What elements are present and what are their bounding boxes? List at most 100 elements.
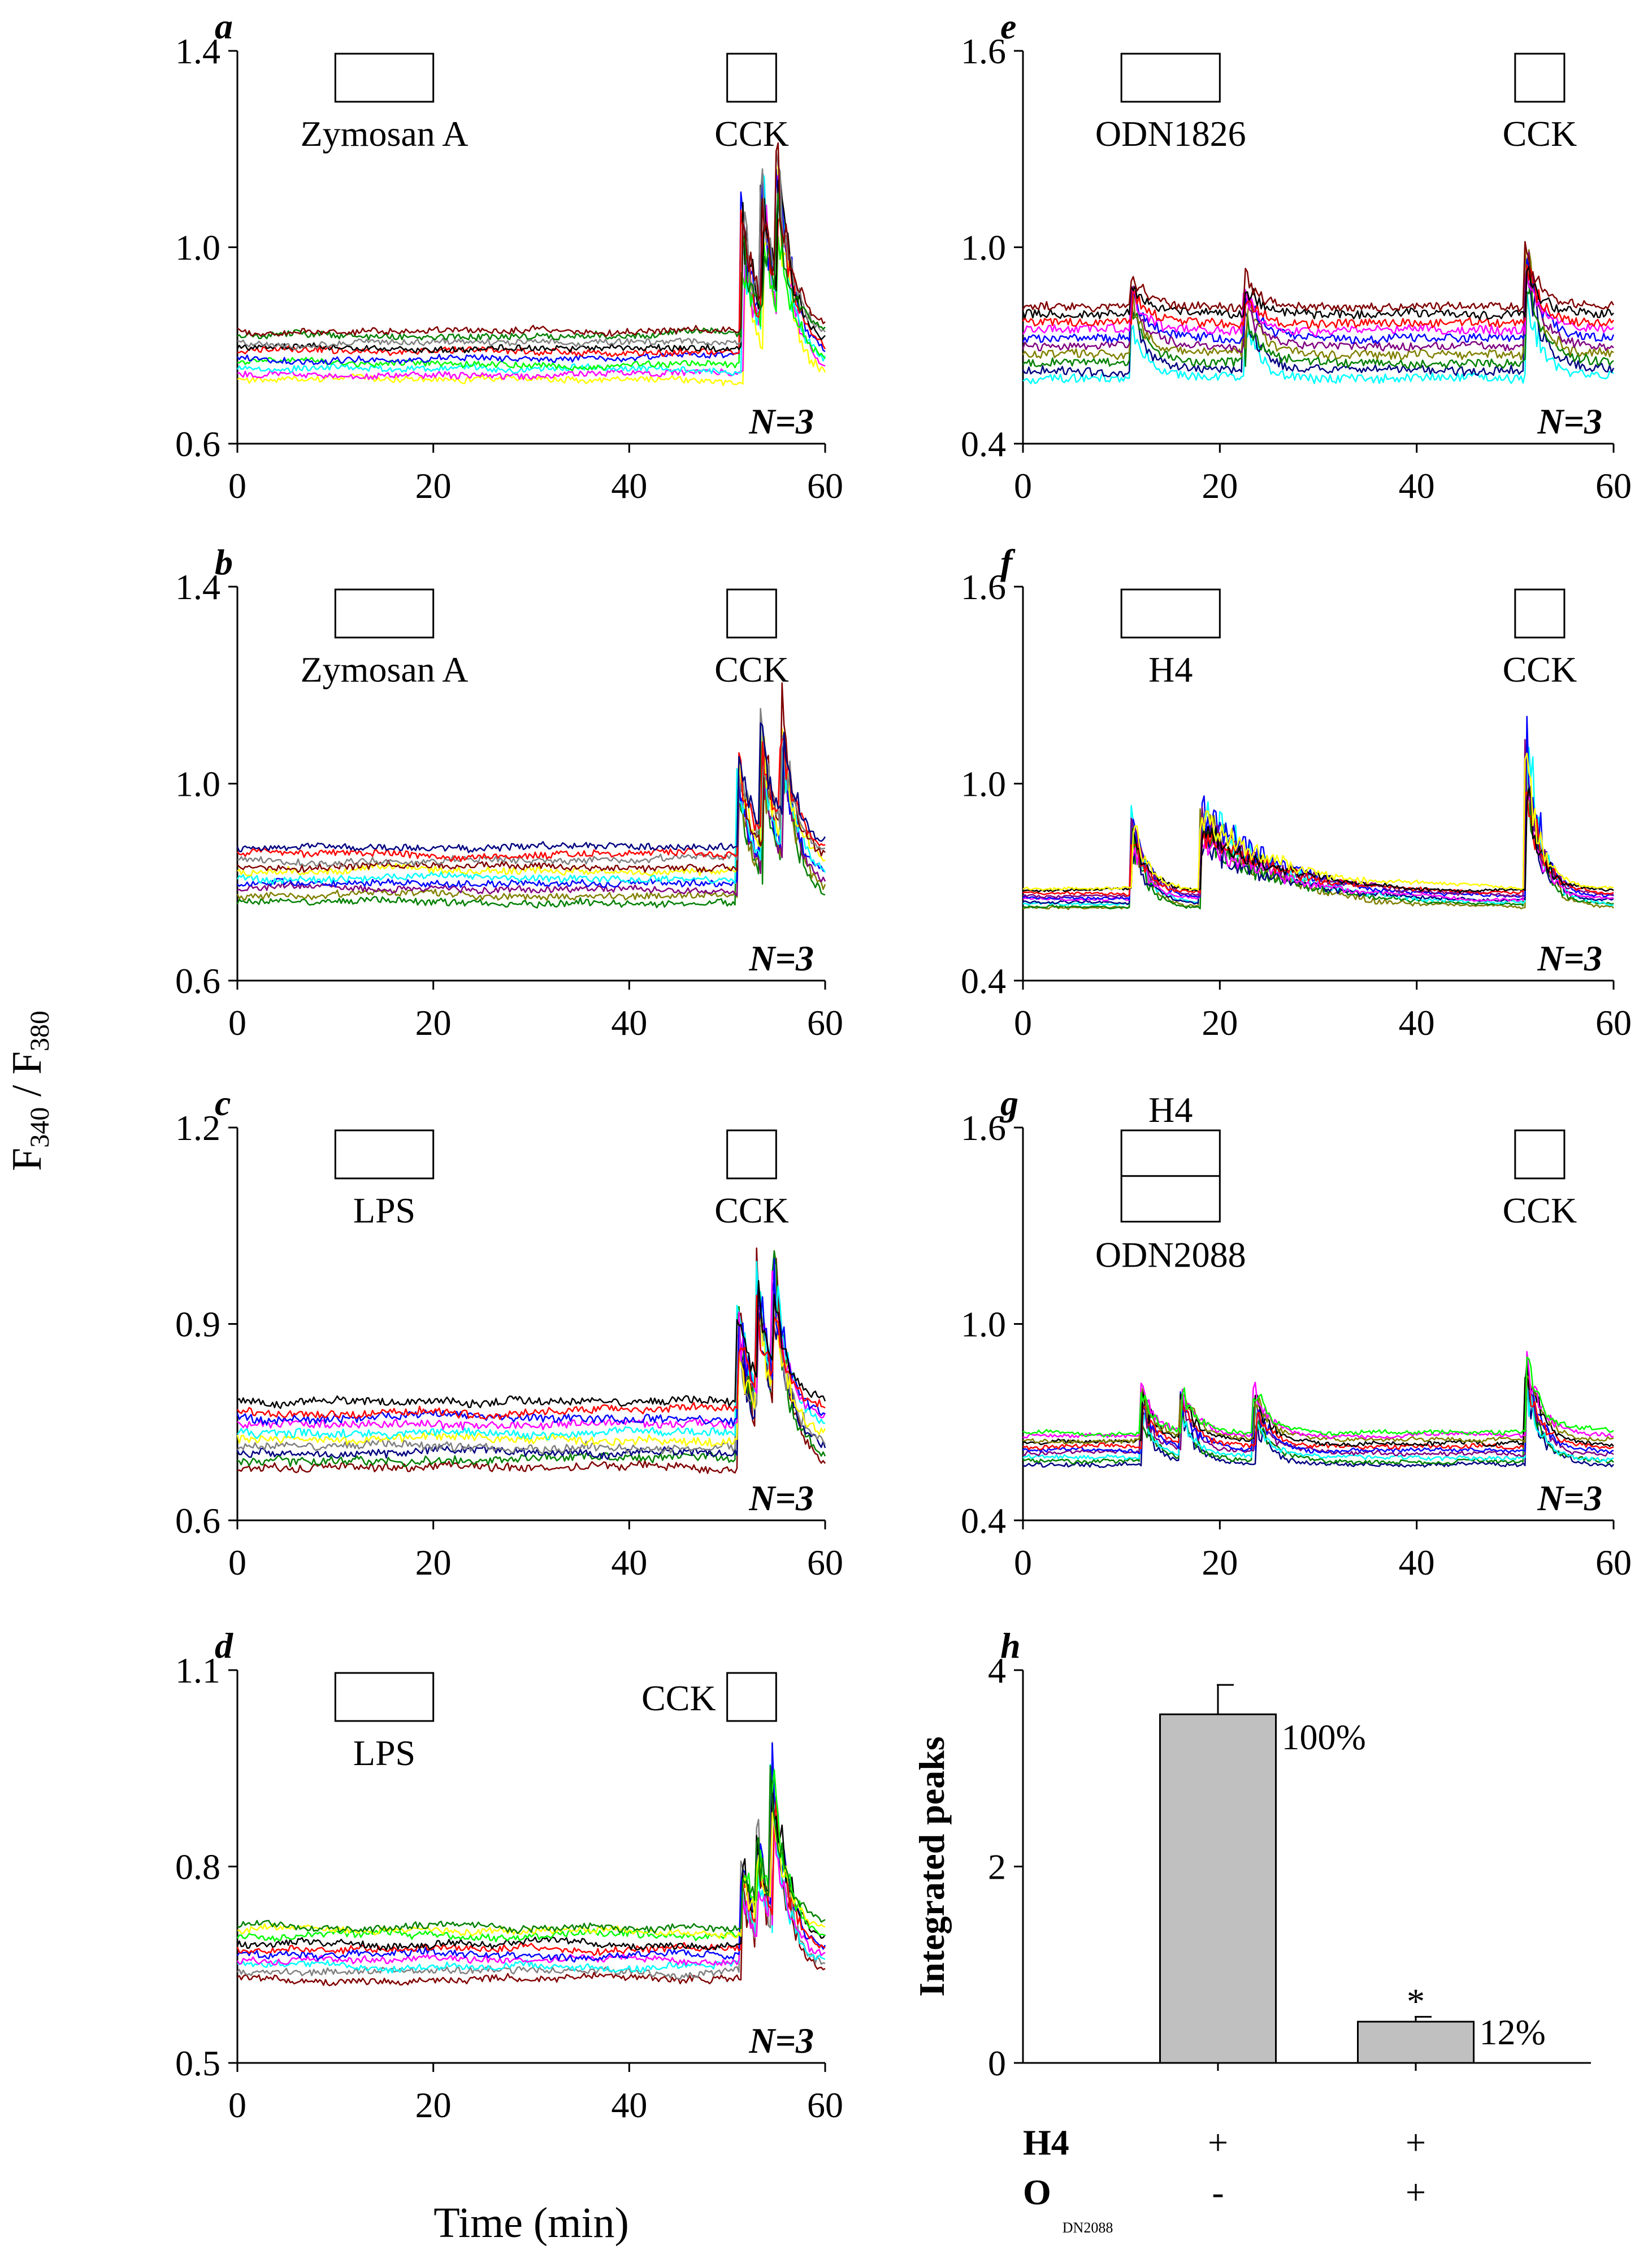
trace-c-0 (237, 1247, 826, 1475)
y-tick-label-f: 1.6 (961, 567, 1006, 607)
x-tick-label-e: 0 (1014, 466, 1032, 506)
y-tick-label-h: 4 (988, 1650, 1006, 1690)
y-tick-label-a: 0.6 (175, 424, 220, 464)
trace-a-9 (237, 142, 826, 337)
x-tick-label-d: 20 (415, 2085, 452, 2125)
trace-d-4 (236, 1742, 826, 1963)
stimulus-label-b-1: CCK (714, 649, 789, 690)
y-axis-label-sep: / F (4, 1051, 50, 1107)
trace-g-9 (1022, 1356, 1614, 1438)
trace-c-8 (236, 1294, 826, 1420)
stimulus-box-a-0 (334, 53, 435, 103)
trace-a-2 (236, 172, 826, 376)
y-tick-label-g: 0.4 (961, 1501, 1006, 1541)
y-axis-label-sub1: 340 (25, 1107, 55, 1148)
annotation-d: N=3 (748, 2021, 814, 2061)
bar-1 (1357, 2021, 1475, 2064)
stimulus-box-g-1 (1514, 1129, 1566, 1180)
x-tick-label-g: 40 (1399, 1542, 1435, 1583)
x-tick-label-e: 60 (1595, 466, 1632, 506)
y-axis-label-main: F (4, 1148, 50, 1171)
trace-g-2 (1022, 1377, 1614, 1462)
panel-letter-g: g (999, 1083, 1018, 1123)
panel-letter-e: e (1000, 6, 1016, 46)
x-tick-label-a: 40 (611, 466, 647, 506)
trace-g-8 (1022, 1351, 1614, 1440)
trace-e-8 (1022, 266, 1614, 320)
annotation-c: N=3 (748, 1478, 814, 1518)
stimulus-label-c-0: LPS (353, 1190, 415, 1230)
x-tick-label-d: 0 (228, 2085, 246, 2125)
trace-d-6 (236, 1780, 826, 1951)
stimulus-label-e-1: CCK (1503, 114, 1577, 154)
x-tick-label-b: 60 (807, 1003, 843, 1043)
x-tick-label-b: 0 (228, 1003, 246, 1043)
x-tick-label-g: 20 (1202, 1542, 1238, 1583)
trace-b-0 (236, 724, 826, 909)
trace-d-5 (236, 1800, 826, 1957)
x-tick-label-f: 0 (1014, 1003, 1032, 1043)
trace-a-0 (237, 159, 826, 387)
stimulus-label-c-1: CCK (714, 1190, 789, 1230)
panel-d: d 0.5 0.8 1.1 0 20 40 60 LPS CCK N=3 (175, 1625, 843, 2125)
stimulus-box-c-1 (726, 1129, 777, 1180)
stimulus-label-f-1: CCK (1503, 649, 1577, 690)
annotation-f: N=3 (1537, 938, 1602, 978)
trace-a-5 (237, 209, 826, 357)
annotation-a: N=3 (748, 401, 814, 441)
panel-c: c 0.6 0.9 1.2 0 20 40 60 LPS CCK N=3 (175, 1083, 843, 1583)
trace-d-1 (237, 1741, 826, 1980)
panel-e: e 0.4 1.0 1.6 0 20 40 60 ODN1826 CCK N=3 (961, 6, 1632, 506)
x-tick-label-c: 0 (228, 1542, 246, 1583)
bar-value-label-0: 100% (1282, 1717, 1366, 1757)
panel-g: g 0.4 1.0 1.6 0 20 40 60 H4 ODN2088 CCK N=3 (961, 1083, 1632, 1583)
trace-b-5 (237, 727, 826, 877)
x-tick-label-d: 40 (611, 2085, 647, 2125)
stimulus-label-top-g: H4 (1148, 1090, 1193, 1130)
trace-g-1 (1022, 1377, 1614, 1466)
y-tick-label-f: 1.0 (961, 764, 1006, 804)
x-tick-label-c: 20 (415, 1542, 452, 1583)
stimulus-box-b-1 (726, 588, 777, 639)
trace-d-7 (236, 1768, 826, 1943)
y-tick-label-b: 1.0 (175, 764, 220, 804)
x-tick-label-e: 20 (1202, 466, 1238, 506)
trace-d-9 (237, 1765, 826, 1935)
x-tick-label-f: 40 (1399, 1003, 1435, 1043)
panel-letter-d: d (215, 1625, 233, 1666)
treatment-name-sub-1: DN2088 (1063, 2219, 1113, 2236)
x-tick-label-f: 20 (1202, 1003, 1238, 1043)
trace-g-4 (1022, 1360, 1614, 1454)
trace-a-7 (237, 150, 826, 350)
trace-g-5 (1022, 1375, 1614, 1450)
trace-d-8 (237, 1812, 826, 1939)
trace-d-0 (237, 1766, 826, 1987)
y-tick-label-d: 1.1 (175, 1650, 220, 1690)
trace-a-4 (237, 168, 826, 365)
panel-a: a 0.6 1.0 1.4 0 20 40 60 Zymosan A CCK N=3 (175, 6, 843, 506)
y-tick-label-b: 0.6 (175, 961, 220, 1001)
treatment-name-main-1: O (1023, 2172, 1051, 2212)
x-tick-label-b: 40 (611, 1003, 647, 1043)
stimulus-box-f-1 (1514, 588, 1566, 639)
stimulus-box-d-1 (726, 1672, 777, 1722)
annotation-g: N=3 (1537, 1478, 1602, 1518)
annotation-e: N=3 (1537, 401, 1602, 441)
stimulus-label-d-1: CCK (641, 1678, 716, 1718)
trace-c-2 (236, 1265, 826, 1460)
trace-e-7 (1022, 264, 1615, 330)
treatment-sign-1-1: + (1406, 2172, 1426, 2212)
bar-y-axis-label: Integrated peaks (912, 1736, 952, 1996)
treatment-sign-1-0: - (1212, 2172, 1224, 2212)
x-tick-label-f: 60 (1595, 1003, 1632, 1043)
stimulus-label-bottom-g: ODN2088 (1095, 1235, 1246, 1275)
y-tick-label-h: 2 (988, 1847, 1006, 1887)
x-tick-label-a: 60 (807, 466, 843, 506)
trace-f-0 (1022, 738, 1614, 911)
stimulus-box-b-0 (334, 588, 435, 639)
stimulus-label-b-0: Zymosan A (301, 649, 469, 690)
stimulus-label-g-1: CCK (1503, 1190, 1577, 1230)
treatment-name-main-0: H4 (1023, 2122, 1069, 2162)
panel-h: h 0 2 4 Integrated peaks 100% 12% * H4 + + O DN2088 -… (912, 1625, 1591, 2236)
